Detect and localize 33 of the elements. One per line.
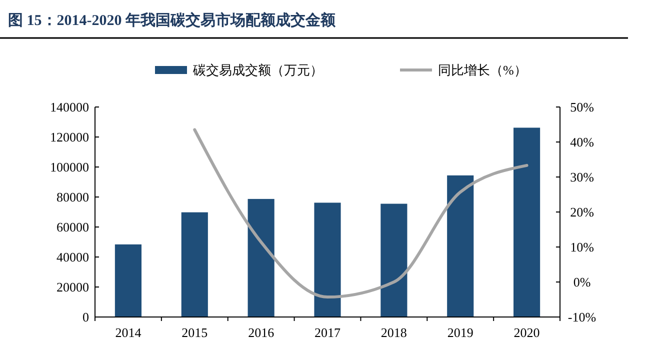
x-tick-label: 2015 <box>182 325 208 340</box>
y-tick-label: 40000 <box>56 250 89 265</box>
bar <box>514 128 540 317</box>
bar <box>314 202 341 317</box>
chart-title: 图 15：2014-2020 年我国碳交易市场配额成交金额 <box>8 11 336 29</box>
x-tick-label: 2016 <box>248 325 275 340</box>
legend-label: 同比增长（%） <box>438 62 527 78</box>
y2-tick-label: 10% <box>570 240 594 255</box>
y2-tick-label: 20% <box>570 204 594 220</box>
y-tick-label: 60000 <box>56 220 89 235</box>
x-tick-label: 2020 <box>514 325 540 340</box>
x-tick-label: 2014 <box>115 325 142 340</box>
y2-tick-label: 50% <box>570 100 594 115</box>
y-tick-label: 80000 <box>56 190 89 205</box>
y-tick-label: 120000 <box>50 130 89 145</box>
y-tick-label: 100000 <box>50 160 89 175</box>
y2-tick-label: 40% <box>570 134 594 150</box>
y-tick-label: 20000 <box>56 280 89 295</box>
bar <box>380 204 408 317</box>
bar <box>181 212 208 317</box>
bar <box>248 198 274 317</box>
x-tick-label: 2019 <box>447 325 474 340</box>
y2-tick-label: 30% <box>570 170 594 185</box>
line-series <box>193 128 528 299</box>
bar <box>447 175 474 317</box>
y2-tick-label: -10% <box>568 310 596 325</box>
bar <box>114 244 142 317</box>
y-tick-label: 0 <box>82 310 89 325</box>
x-tick-label: 2017 <box>314 325 341 340</box>
y2-tick-label: 0% <box>573 274 591 290</box>
legend-label: 碳交易成交额（万元） <box>192 62 323 78</box>
x-tick-label: 2018 <box>380 325 407 340</box>
y-tick-label: 140000 <box>50 100 89 115</box>
